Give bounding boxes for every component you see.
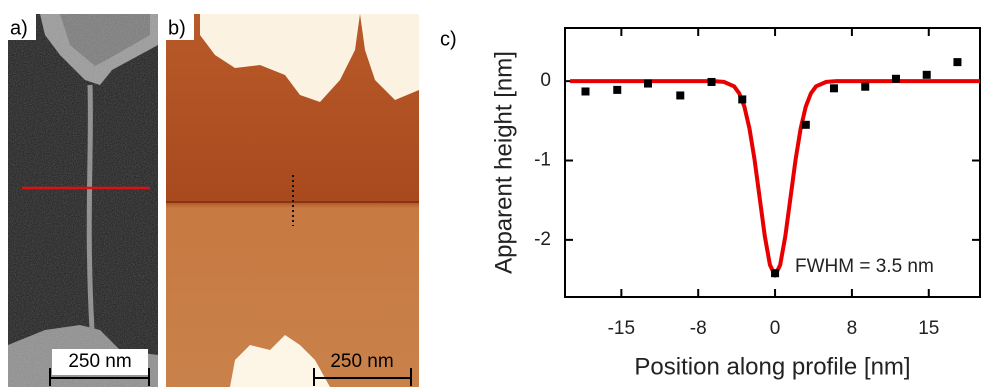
sem-image bbox=[8, 14, 158, 387]
data-point bbox=[613, 85, 622, 94]
x-tick-label: 0 bbox=[770, 318, 781, 339]
scale-bar-label: 250 nm bbox=[330, 351, 393, 372]
x-tick-label: -8 bbox=[690, 318, 707, 339]
data-point bbox=[861, 82, 870, 91]
data-point bbox=[922, 70, 931, 79]
panel-label: c) bbox=[440, 28, 457, 50]
plot: -15 -8 0 8 15 0 -1 -2 Position along profile [nm… bbox=[490, 27, 981, 380]
panel-label: b) bbox=[168, 17, 186, 39]
y-axis-label: Apparent height [nm] bbox=[490, 51, 517, 274]
data-point bbox=[707, 77, 716, 86]
data-point bbox=[771, 269, 780, 278]
data-point bbox=[829, 84, 838, 93]
y-tick-label: -2 bbox=[534, 229, 551, 250]
afm-image bbox=[166, 14, 419, 387]
annotation: FWHM = 3.5 nm bbox=[795, 256, 934, 277]
data-point bbox=[801, 120, 810, 129]
data-point bbox=[738, 95, 747, 104]
x-tick-label: 15 bbox=[918, 318, 939, 339]
data-point bbox=[581, 87, 590, 96]
x-tick-label: 8 bbox=[847, 318, 858, 339]
data-point bbox=[676, 91, 685, 100]
y-tick-label: -1 bbox=[534, 150, 551, 171]
y-tick-label: 0 bbox=[540, 70, 551, 91]
x-axis-label: Position along profile [nm] bbox=[634, 353, 910, 380]
fit-line bbox=[570, 79, 980, 278]
plot-frame bbox=[564, 27, 981, 298]
x-tick-label: -15 bbox=[608, 318, 635, 339]
data-point bbox=[891, 74, 900, 83]
scale-bar-label: 250 nm bbox=[68, 351, 131, 372]
data-point bbox=[644, 79, 652, 88]
data-point bbox=[953, 58, 962, 67]
panel-label: a) bbox=[10, 17, 28, 39]
